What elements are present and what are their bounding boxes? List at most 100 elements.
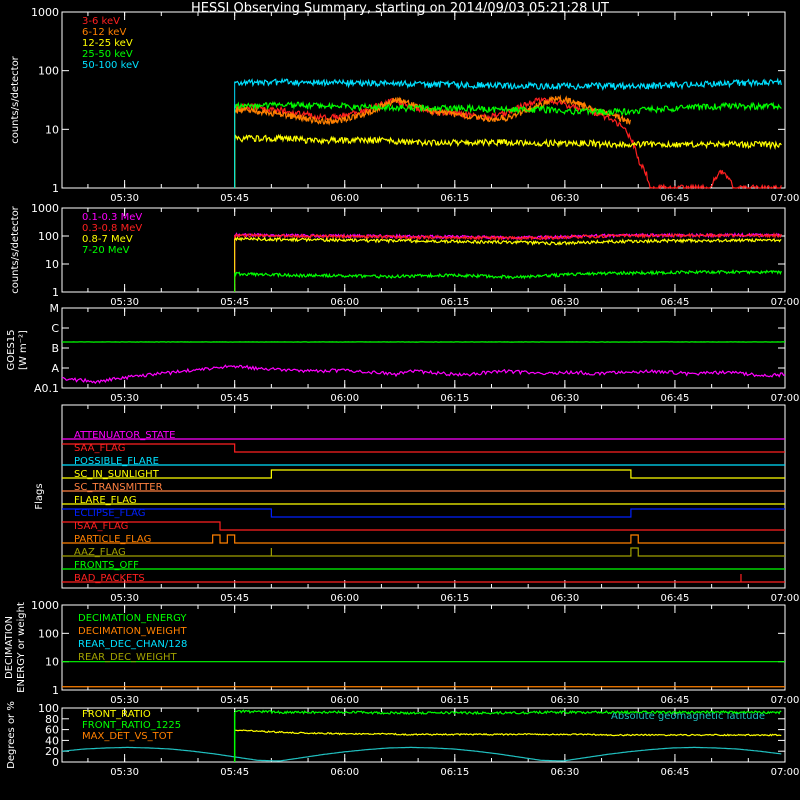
x-tick-label: 05:30 <box>110 695 139 706</box>
x-tick-label: 06:45 <box>661 695 690 706</box>
x-tick-label: 06:15 <box>440 695 469 706</box>
x-tick-label: 06:00 <box>330 297 359 308</box>
y-axis-label: Degrees or % <box>6 701 17 769</box>
x-tick-label: 06:00 <box>330 767 359 778</box>
legend-entry: 6-12 keV <box>82 27 126 38</box>
y-tick-label: 1000 <box>31 599 59 612</box>
x-tick-label: 06:00 <box>330 695 359 706</box>
legend-entry: 0.8-7 MeV <box>82 234 133 245</box>
x-tick-label: 06:30 <box>550 193 579 204</box>
series-line-6-12-keV <box>235 96 631 124</box>
x-tick-label: 06:45 <box>661 393 690 404</box>
legend-entry: 3-6 keV <box>82 16 120 27</box>
ratio-line-FRONT_RATIO <box>235 730 782 736</box>
y-tick-label: 10 <box>45 656 59 669</box>
x-tick-label: 06:15 <box>440 593 469 604</box>
ratio-line-geomagnetic_latitude <box>62 747 781 761</box>
y-axis-label: DECIMATION <box>4 616 15 679</box>
legend-entry: FRONT_RATIO_1225 <box>82 720 181 731</box>
flag-line <box>62 509 785 517</box>
x-tick-label: 07:00 <box>771 193 800 204</box>
flag-line <box>62 522 785 530</box>
y-axis-label: GOES15 <box>6 329 17 370</box>
legend-entry: DECIMATION_ENERGY <box>78 613 187 624</box>
panel-frame-2 <box>62 308 785 388</box>
y-tick-label: 10 <box>45 258 59 271</box>
y-tick-label: 100 <box>38 627 59 640</box>
x-tick-label: 06:15 <box>440 193 469 204</box>
x-tick-label: 07:00 <box>771 767 800 778</box>
y-tick-label: 10 <box>45 123 59 136</box>
x-tick-label: 06:45 <box>661 767 690 778</box>
flag-label: SAA_FLAG <box>74 443 125 454</box>
x-tick-label: 05:30 <box>110 767 139 778</box>
y-tick-label: 100 <box>38 702 59 715</box>
y-tick-label: A0.1 <box>34 382 59 395</box>
y-axis-unit: [W m⁻²] <box>18 330 29 370</box>
y-tick-label: 1000 <box>31 6 59 19</box>
x-tick-label: 05:30 <box>110 593 139 604</box>
series-line-50-100-keV <box>235 79 782 89</box>
x-tick-label: 05:45 <box>220 393 249 404</box>
x-tick-label: 05:45 <box>220 297 249 308</box>
legend-entry: DECIMATION_WEIGHT <box>78 626 187 637</box>
legend-entry: 12-25 keV <box>82 38 133 49</box>
legend-entry: 0.3-0.8 MeV <box>82 223 142 234</box>
x-tick-label: 07:00 <box>771 593 800 604</box>
flag-line <box>62 470 785 478</box>
x-tick-label: 05:30 <box>110 393 139 404</box>
legend-entry: 25-50 keV <box>82 49 133 60</box>
y-tick-label: 1 <box>52 182 59 195</box>
y-tick-label: 100 <box>38 65 59 78</box>
y-tick-label: 1000 <box>31 202 59 215</box>
x-tick-label: 06:00 <box>330 193 359 204</box>
panel-frame-1 <box>62 208 785 292</box>
y-tick-label: 1 <box>52 684 59 697</box>
x-tick-label: 07:00 <box>771 695 800 706</box>
x-tick-label: 06:15 <box>440 767 469 778</box>
y-axis-label: counts/s/detector <box>10 55 21 143</box>
y-axis-label: Flags <box>34 483 45 509</box>
x-tick-label: 05:45 <box>220 695 249 706</box>
x-tick-label: 06:45 <box>661 297 690 308</box>
flag-label: ECLIPSE_FLAG <box>74 508 145 519</box>
x-tick-label: 06:00 <box>330 593 359 604</box>
x-tick-label: 07:00 <box>771 393 800 404</box>
legend-entry: 0.1-0.3 MeV <box>82 212 142 223</box>
x-tick-label: 06:45 <box>661 193 690 204</box>
flag-line <box>62 444 785 452</box>
y-tick-label: B <box>51 342 59 355</box>
legend-entry: REAR_DEC_WEIGHT <box>78 652 177 663</box>
y-axis-label: counts/s/detector <box>10 205 21 293</box>
flag-label: ISAA_FLAG <box>74 521 128 532</box>
x-tick-label: 06:30 <box>550 393 579 404</box>
flag-line <box>62 548 785 556</box>
x-tick-label: 06:30 <box>550 297 579 308</box>
x-tick-label: 06:30 <box>550 767 579 778</box>
x-tick-label: 07:00 <box>771 297 800 308</box>
x-tick-label: 06:00 <box>330 393 359 404</box>
legend-entry: 7-20 MeV <box>82 245 130 256</box>
y-tick-label: 100 <box>38 230 59 243</box>
x-tick-label: 05:45 <box>220 767 249 778</box>
panel-frame-0 <box>62 12 785 188</box>
series-line-12-25-keV <box>235 136 782 148</box>
legend-entry: MAX_DET_VS_TOT <box>82 731 174 742</box>
x-tick-label: 05:45 <box>220 593 249 604</box>
y-tick-label: 1 <box>52 286 59 299</box>
x-tick-label: 06:30 <box>550 593 579 604</box>
x-tick-label: 06:15 <box>440 393 469 404</box>
y-axis-label-2: ENERGY or weight <box>16 602 27 693</box>
flag-line <box>62 574 785 582</box>
legend-entry: REAR_DEC_CHAN/128 <box>78 639 187 650</box>
y-tick-label: A <box>51 362 59 375</box>
y-tick-label: C <box>51 322 59 335</box>
legend-entry: FRONT_RATIO <box>82 709 151 720</box>
x-tick-label: 05:30 <box>110 193 139 204</box>
goes-short-line <box>62 365 785 383</box>
x-tick-label: 05:45 <box>220 193 249 204</box>
x-tick-label: 05:30 <box>110 297 139 308</box>
y-tick-label: M <box>50 302 60 315</box>
x-tick-label: 06:30 <box>550 695 579 706</box>
